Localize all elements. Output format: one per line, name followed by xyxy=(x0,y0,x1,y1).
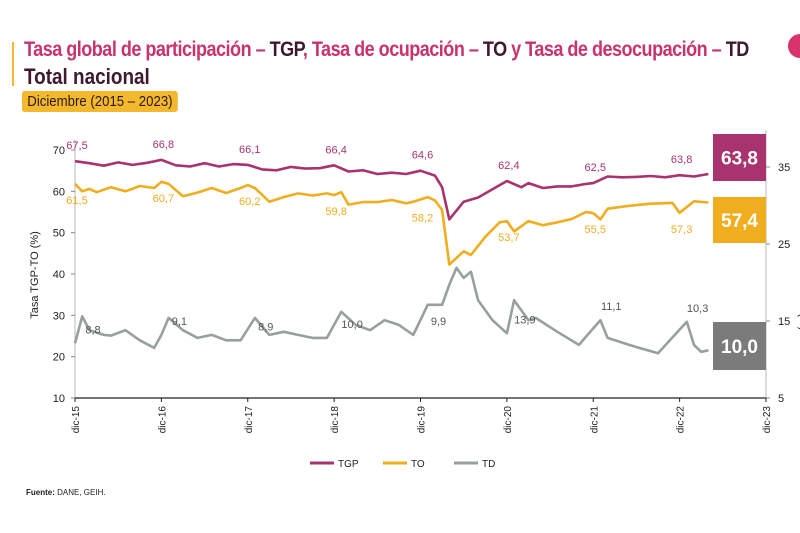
data-label-tgp: 66,8 xyxy=(153,139,174,151)
data-label-to: 60,7 xyxy=(153,193,174,205)
y-tick-label: 60 xyxy=(53,186,65,198)
x-tick-label: dic-18 xyxy=(330,406,341,434)
series-line-td xyxy=(73,266,709,355)
data-label-td: 10,0 xyxy=(341,319,362,331)
title-part: TGP xyxy=(269,38,304,61)
end-value-to: 57,4 xyxy=(721,211,758,232)
data-label-tgp: 63,8 xyxy=(671,154,692,166)
title-part: , Tasa de ocupación – xyxy=(302,38,483,61)
series-line-tgp xyxy=(74,158,709,221)
y-tick-label: 30 xyxy=(53,310,65,322)
source-label: Fuente: xyxy=(26,488,55,497)
data-label-td: 13,9 xyxy=(514,314,535,326)
y-right-tick-label: 25 xyxy=(778,239,790,251)
data-label-td: 8,8 xyxy=(85,324,100,336)
chart-title: Tasa global de participación – TGP, Tasa… xyxy=(24,38,749,62)
title-part: TO xyxy=(482,38,507,61)
data-label-tgp: 66,1 xyxy=(239,144,260,156)
x-tick-label: dic-19 xyxy=(417,406,428,434)
y-right-tick-label: 35 xyxy=(778,162,790,174)
source-note: Fuente: DANE, GEIH. xyxy=(26,488,106,497)
title-part: y Tasa de desocupación – xyxy=(506,38,726,61)
data-label-tgp: 66,4 xyxy=(325,144,346,156)
data-label-to: 53,7 xyxy=(498,232,519,244)
data-label-td: 11,1 xyxy=(601,301,622,313)
data-label-tgp: 67,5 xyxy=(66,140,87,152)
y-right-tick-label: 15 xyxy=(778,316,790,328)
end-value-box-to xyxy=(713,197,766,243)
y-tick-label: 70 xyxy=(53,145,65,157)
chart-subtitle: Total nacional xyxy=(24,64,150,89)
title-part: TD xyxy=(725,38,750,61)
y-tick-label: 20 xyxy=(53,352,65,364)
data-label-td: 8,9 xyxy=(258,321,273,333)
data-label-td: 10,3 xyxy=(687,303,708,315)
legend-label-tgp: TGP xyxy=(338,459,359,470)
data-label-td: 9,1 xyxy=(172,316,187,328)
legend-label-to: TO xyxy=(411,459,425,470)
x-tick-label: dic-22 xyxy=(676,406,687,434)
end-value-box-td xyxy=(713,322,766,370)
data-label-td: 9,9 xyxy=(431,316,446,328)
x-tick-label: dic-17 xyxy=(244,406,255,434)
y-tick-label: 40 xyxy=(53,269,65,281)
y-axis-label: Tasa TGP-TO (%) xyxy=(29,231,41,319)
x-tick-label: dic-15 xyxy=(71,406,82,434)
data-label-to: 60,2 xyxy=(239,196,260,208)
data-label-to: 58,2 xyxy=(412,213,433,225)
series-line-to xyxy=(74,180,709,266)
x-tick-label: dic-23 xyxy=(762,406,773,434)
data-label-tgp: 62,4 xyxy=(498,160,519,172)
y-right-tick-label: 5 xyxy=(778,393,784,405)
y-tick-label: 10 xyxy=(53,393,65,405)
data-label-to: 57,3 xyxy=(671,224,692,236)
title-accent-bar xyxy=(12,42,14,86)
data-label-tgp: 64,6 xyxy=(412,150,433,162)
legend-label-td: TD xyxy=(482,459,495,470)
brand-dot xyxy=(788,34,800,58)
x-tick-label: dic-20 xyxy=(503,406,514,434)
y-tick-label: 50 xyxy=(53,228,65,240)
end-value-box-tgp xyxy=(713,134,766,181)
end-value-td: 10,0 xyxy=(721,337,758,358)
data-label-tgp: 62,5 xyxy=(585,162,606,174)
data-label-to: 61,5 xyxy=(66,195,87,207)
y-axis-right-label: Tasa TD (%) xyxy=(797,270,800,331)
end-value-tgp: 63,8 xyxy=(721,149,758,170)
source-text: DANE, GEIH. xyxy=(54,488,106,497)
data-label-to: 55,5 xyxy=(585,224,606,236)
x-tick-label: dic-21 xyxy=(589,406,600,434)
data-label-to: 59,8 xyxy=(325,206,346,218)
period-badge: Diciembre (2015 – 2023) xyxy=(22,91,178,112)
x-tick-label: dic-16 xyxy=(157,406,168,434)
title-part: Tasa global de participación – xyxy=(24,38,270,61)
